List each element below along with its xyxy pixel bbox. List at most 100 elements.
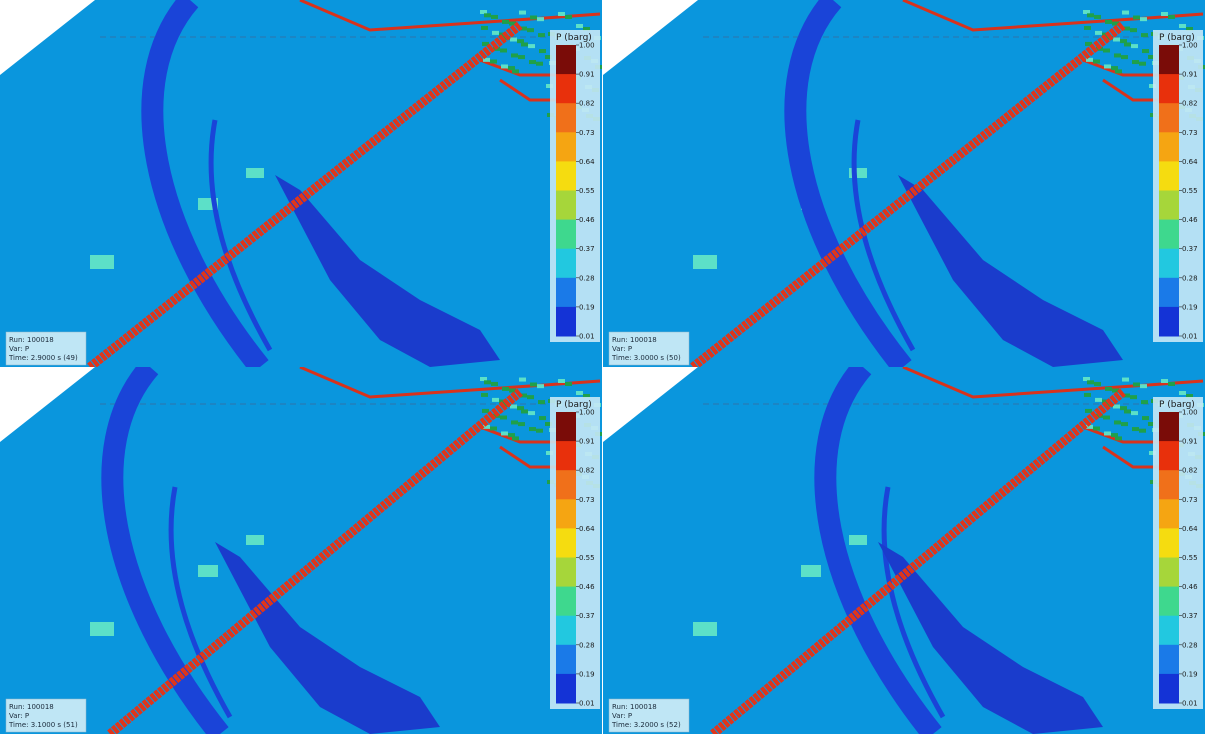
run-label: Run: 100018 — [9, 703, 54, 711]
colorbar-segment — [556, 278, 576, 308]
equipment — [1121, 55, 1128, 59]
equipment — [1113, 38, 1120, 42]
colorbar-label: 0.37 — [579, 612, 595, 620]
colorbar-segment — [556, 45, 576, 75]
equipment — [518, 55, 525, 59]
equipment — [482, 409, 489, 413]
equipment — [246, 535, 264, 545]
equipment — [1139, 62, 1146, 66]
equipment — [1141, 400, 1148, 404]
colorbar-segment — [1159, 161, 1179, 191]
equipment — [481, 393, 488, 397]
equipment — [558, 379, 565, 383]
frame-panel: Run: 100018Var: PTime: 3.1000 s (51)P (b… — [0, 367, 602, 734]
colorbar-segment — [556, 470, 576, 500]
colorbar-label: 0.46 — [579, 216, 595, 224]
equipment — [1105, 387, 1112, 391]
equipment — [1095, 398, 1102, 402]
equipment — [558, 12, 565, 16]
colorbar-label: 0.91 — [1182, 71, 1198, 79]
equipment — [519, 378, 526, 382]
equipment — [90, 255, 114, 269]
colorbar-label: 0.01 — [579, 700, 595, 708]
equipment — [1095, 31, 1102, 35]
run-label: Run: 100018 — [9, 336, 54, 344]
colorbar-segment — [556, 616, 576, 646]
equipment — [693, 622, 717, 636]
colorbar-label: 0.73 — [579, 129, 595, 137]
colorbar-segment — [1159, 278, 1179, 308]
colorbar-label: 0.55 — [579, 187, 595, 195]
equipment — [501, 431, 508, 435]
equipment — [529, 60, 536, 64]
page: {"panels": [ {"run": "Run: 100018", "var… — [0, 0, 1205, 734]
frame-panel: Run: 100018Var: PTime: 3.0000 s (50)P (b… — [603, 0, 1205, 367]
colorbar-segment — [556, 558, 576, 588]
equipment — [492, 398, 499, 402]
colorbar-segment — [1159, 587, 1179, 617]
colorbar-segment — [1159, 45, 1179, 75]
equipment — [501, 64, 508, 68]
colorbar-segment — [1159, 558, 1179, 588]
equipment — [1132, 60, 1139, 64]
colorbar-label: 0.28 — [1182, 641, 1198, 649]
equipment — [1140, 384, 1147, 388]
equipment — [90, 622, 114, 636]
colorbar-label: 1.00 — [579, 42, 595, 50]
equipment — [1124, 42, 1131, 46]
colorbar-label: 0.64 — [1182, 525, 1198, 533]
equipment — [1121, 422, 1128, 426]
equipment — [502, 20, 509, 24]
colorbar-label: 0.55 — [1182, 554, 1198, 562]
equipment — [1103, 416, 1110, 420]
frame-view: Run: 100018Var: PTime: 3.0000 s (50)P (b… — [603, 0, 1205, 367]
colorbar-label: 0.01 — [1182, 333, 1198, 341]
equipment — [539, 49, 546, 53]
equipment — [491, 382, 498, 386]
equipment — [565, 15, 572, 19]
equipment — [801, 565, 821, 577]
colorbar-segment — [1159, 499, 1179, 529]
equipment — [536, 429, 543, 433]
equipment — [1139, 429, 1146, 433]
colorbar-segment — [1159, 470, 1179, 500]
colorbar-segment — [1159, 191, 1179, 221]
colorbar-segment — [1159, 645, 1179, 675]
time-label: Time: 3.2000 s (52) — [611, 721, 681, 729]
frame-view: Run: 100018Var: PTime: 3.1000 s (51)P (b… — [0, 367, 602, 734]
equipment — [1114, 420, 1121, 424]
colorbar-segment — [1159, 412, 1179, 442]
colorbar-label: 0.91 — [1182, 438, 1198, 446]
run-label: Run: 100018 — [612, 336, 657, 344]
equipment — [511, 53, 518, 57]
equipment — [490, 427, 497, 431]
equipment — [246, 168, 264, 178]
colorbar-segment — [556, 441, 576, 471]
equipment — [849, 168, 867, 178]
colorbar-label: 0.73 — [1182, 129, 1198, 137]
equipment — [512, 436, 519, 440]
equipment — [484, 380, 491, 384]
time-label: Time: 2.9000 s (49) — [8, 354, 78, 362]
equipment — [490, 60, 497, 64]
equipment — [1142, 416, 1149, 420]
colorbar-label: 0.28 — [579, 274, 595, 282]
equipment — [528, 44, 535, 48]
colorbar-segment — [1159, 220, 1179, 250]
equipment — [1131, 411, 1138, 415]
equipment — [502, 387, 509, 391]
colorbar-segment — [556, 161, 576, 191]
colorbar-label: 0.01 — [579, 333, 595, 341]
equipment — [527, 395, 534, 399]
equipment — [1131, 44, 1138, 48]
equipment — [1122, 378, 1129, 382]
colorbar-label: 0.91 — [579, 71, 595, 79]
equipment — [1115, 69, 1122, 73]
colorbar-label: 0.46 — [579, 583, 595, 591]
colorbar-label: 0.55 — [579, 554, 595, 562]
colorbar-segment — [1159, 674, 1179, 704]
equipment — [539, 416, 546, 420]
equipment — [1133, 383, 1140, 387]
equipment — [538, 33, 545, 37]
